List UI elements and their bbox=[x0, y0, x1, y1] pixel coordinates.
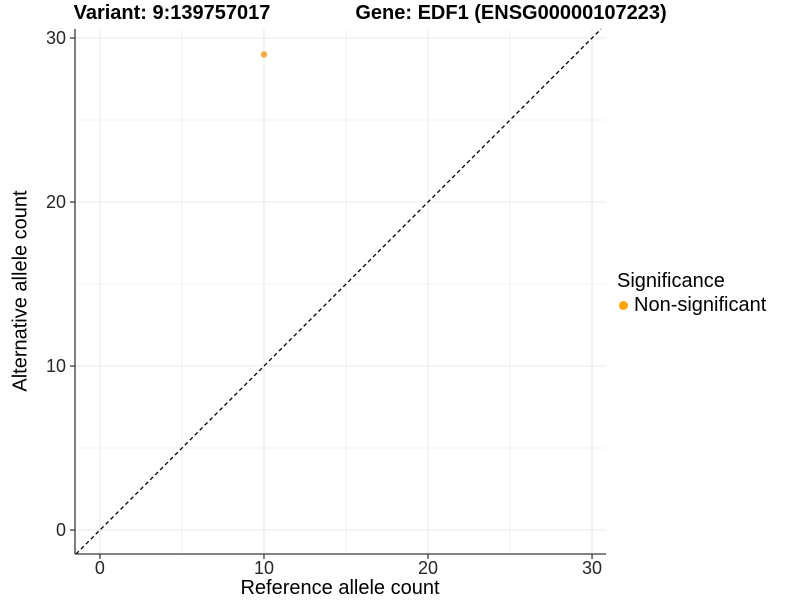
legend-item-label: Non-significant bbox=[634, 294, 767, 316]
x-tick-label: 30 bbox=[582, 558, 602, 578]
x-tick-label: 10 bbox=[254, 558, 274, 578]
legend-key-circle-icon bbox=[619, 300, 628, 310]
y-tick-label: 30 bbox=[46, 28, 66, 48]
legend-item-non-significant: Non-significant bbox=[617, 294, 766, 316]
y-tick-label: 10 bbox=[46, 356, 66, 376]
y-tick-label: 0 bbox=[56, 520, 66, 540]
legend-title: Significance bbox=[617, 270, 725, 292]
x-tick-label: 20 bbox=[418, 558, 438, 578]
x-tick-label: 0 bbox=[95, 558, 105, 578]
plot-title-variant: Variant: 9:139757017 bbox=[73, 2, 271, 24]
plot-title-gene: Gene: EDF1 (ENSG00000107223) bbox=[355, 2, 667, 24]
x-axis-title: Reference allele count bbox=[240, 577, 440, 599]
legend: Significance Non-significant bbox=[617, 270, 766, 317]
identity-dashed-line bbox=[75, 28, 602, 555]
data-point bbox=[260, 51, 268, 58]
y-axis-title: Alternative allele count bbox=[9, 190, 32, 392]
y-tick-label: 20 bbox=[46, 192, 66, 212]
